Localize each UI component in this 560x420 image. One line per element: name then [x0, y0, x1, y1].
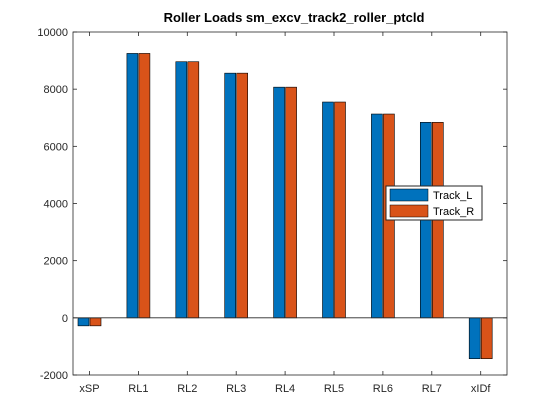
chart-title: Roller Loads sm_excv_track2_roller_ptcld [164, 10, 425, 25]
x-tick-label: RL6 [373, 383, 393, 395]
bar-track-l-rl5 [322, 101, 334, 319]
bar-track-l-rl6 [371, 113, 383, 319]
x-tick-label: RL1 [128, 383, 148, 395]
legend: Track_L Track_R [385, 185, 483, 221]
x-tick-label: xSP [79, 383, 99, 395]
bar-track-r-rl1 [138, 53, 151, 319]
x-tick-label: RL5 [324, 383, 344, 395]
y-tick-label: 2000 [44, 256, 68, 268]
bar-track-l-xsp [77, 317, 90, 327]
legend-swatch-track-r [389, 204, 429, 218]
bar-track-l-rl1 [126, 53, 139, 319]
y-tick-label: 4000 [44, 199, 68, 211]
bar-track-r-rl5 [334, 101, 346, 319]
bar-track-r-xsp [89, 317, 102, 327]
legend-label-track-r: Track_R [433, 206, 474, 218]
bar-track-r-rl2 [187, 61, 200, 319]
x-tick-label: RL3 [226, 383, 246, 395]
y-tick-label: -2000 [40, 370, 68, 382]
x-tick-label: RL2 [177, 383, 197, 395]
bar-track-l-rl2 [175, 61, 188, 319]
axes-layer: -2000 0 2000 4000 6000 8000 10000 xSP RL1 RL2 RL3 R… [37, 27, 508, 395]
legend-swatch-track-l [389, 188, 429, 202]
bar-track-l-rl4 [273, 86, 285, 319]
y-tick-label: 10000 [37, 27, 68, 39]
y-tick-label: 6000 [44, 141, 68, 153]
bar-track-l-rl3 [224, 72, 236, 319]
y-tick-label: 0 [62, 313, 68, 325]
x-tick-label: RL7 [422, 383, 442, 395]
legend-label-track-l: Track_L [433, 190, 472, 202]
x-tick-label: RL4 [275, 383, 295, 395]
bar-track-r-rl3 [236, 72, 248, 319]
bar-track-l-xidf [468, 317, 481, 360]
y-tick-label: 8000 [44, 84, 68, 96]
bar-track-r-rl4 [285, 86, 297, 319]
bar-track-r-xidf [480, 317, 493, 360]
x-tick-label: xIDf [471, 383, 492, 395]
